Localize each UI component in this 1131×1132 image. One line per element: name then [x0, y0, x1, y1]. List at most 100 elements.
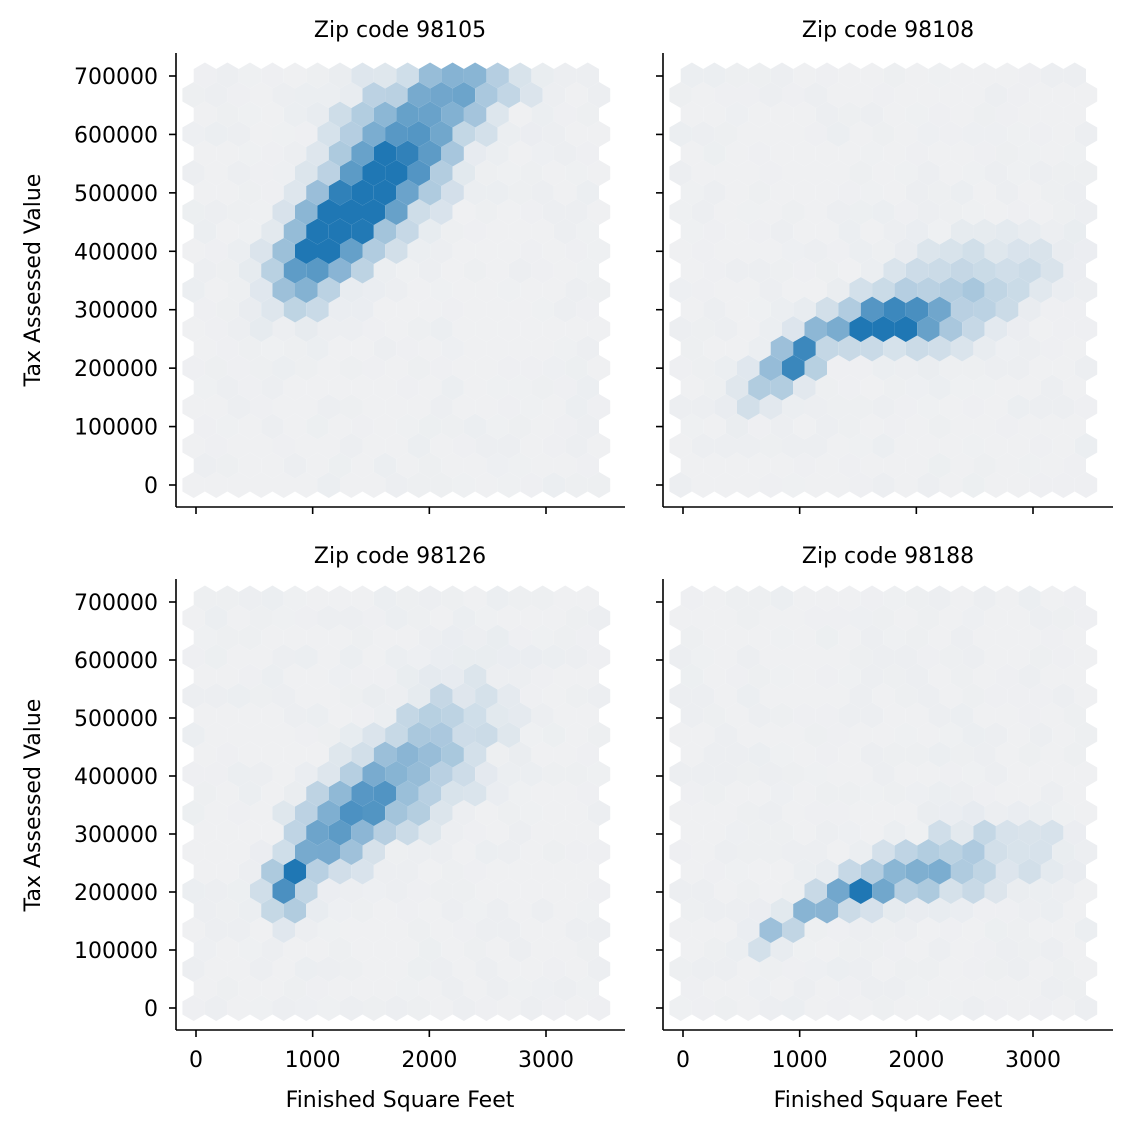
- hex-cell: [295, 394, 318, 420]
- hex-cell: [984, 394, 1008, 420]
- hex-cell: [1063, 663, 1086, 690]
- hex-cell: [587, 995, 611, 1021]
- hex-cell: [486, 257, 509, 284]
- hex-cell: [770, 179, 794, 206]
- hex-cell: [939, 82, 963, 108]
- hex-cell: [770, 101, 794, 128]
- hex-cell: [441, 296, 464, 323]
- hex-cell: [351, 62, 374, 89]
- hex-cell: [1040, 858, 1064, 885]
- hex-cell: [838, 780, 861, 807]
- hex-cell: [396, 897, 419, 924]
- hex-cell: [283, 101, 307, 128]
- hex-cell: [883, 702, 906, 729]
- hex-cell: [950, 975, 974, 1002]
- hex-cell: [973, 975, 996, 1002]
- hex-cell: [748, 296, 771, 323]
- hex-cell: [815, 62, 839, 89]
- hex-cell: [418, 585, 442, 612]
- hex-cell: [804, 160, 827, 186]
- hex-cell: [452, 722, 476, 748]
- hex-cell: [872, 605, 895, 631]
- hex-cell: [204, 199, 228, 225]
- hex-cell: [804, 761, 827, 787]
- hex-cell: [793, 819, 816, 846]
- hex-cell: [182, 316, 205, 342]
- hex-cell: [430, 956, 453, 982]
- hex-cell: [680, 780, 704, 807]
- hex-cell: [328, 585, 352, 612]
- hex-cell: [328, 413, 352, 440]
- hex-cell: [463, 218, 487, 245]
- hex-cell: [770, 140, 794, 167]
- hex-cell: [883, 218, 906, 245]
- hex-cell: [849, 956, 873, 982]
- hex-cell: [576, 62, 599, 89]
- hex-cell: [385, 722, 408, 748]
- hex-cell: [939, 433, 963, 459]
- hex-cell: [565, 995, 588, 1021]
- hex-cell: [193, 663, 217, 690]
- hex-cell: [827, 121, 850, 147]
- hex-cell: [1074, 722, 1098, 748]
- hex-cell: [1007, 878, 1030, 904]
- hex-cell: [680, 702, 704, 729]
- hex-cell: [748, 140, 771, 167]
- hex-cell: [894, 878, 918, 904]
- hex-cell: [407, 394, 431, 420]
- hex-cell: [283, 296, 307, 323]
- hex-cell: [396, 296, 419, 323]
- hex-cell: [691, 472, 715, 498]
- hex-cell: [520, 433, 543, 459]
- hex-cell: [520, 160, 543, 186]
- hex-cell: [737, 277, 760, 303]
- hex-cell: [497, 839, 521, 865]
- hex-cell: [691, 277, 715, 303]
- hex-cell: [759, 82, 782, 108]
- hex-cell: [204, 878, 228, 904]
- hex-cell: [328, 374, 352, 401]
- hex-cell: [565, 433, 588, 459]
- hex-cell: [928, 335, 951, 362]
- hex-cell: [962, 839, 985, 865]
- hex-cell: [1018, 975, 1041, 1002]
- hex-cell: [928, 975, 951, 1002]
- hex-cell: [272, 472, 295, 498]
- hex-cell: [770, 413, 794, 440]
- hex-cell: [576, 257, 599, 284]
- hex-cell: [565, 316, 588, 342]
- hex-cell: [928, 179, 951, 206]
- hex-cell: [283, 179, 307, 206]
- hex-cell: [725, 975, 749, 1002]
- hex-cell: [804, 683, 827, 709]
- hex-cell: [838, 585, 861, 612]
- hex-cell: [565, 238, 588, 264]
- hex-cell: [441, 101, 464, 128]
- hex-cell: [1029, 839, 1053, 865]
- hex-cell: [995, 585, 1019, 612]
- hex-cell: [905, 663, 929, 690]
- hex-cell: [1040, 218, 1064, 245]
- hex-cell: [542, 839, 566, 865]
- hex-cell: [872, 355, 895, 381]
- hex-cell: [250, 160, 273, 186]
- hex-cell: [576, 413, 599, 440]
- hex-cell: [216, 413, 239, 440]
- hex-cell: [587, 644, 611, 670]
- hex-cell: [565, 839, 588, 865]
- hex-cell: [782, 722, 805, 748]
- hex-cell: [703, 257, 726, 284]
- hex-cell: [1018, 741, 1041, 768]
- hex-cell: [508, 975, 532, 1002]
- hex-cell: [340, 605, 363, 631]
- hex-cell: [452, 839, 476, 865]
- hex-cell: [939, 605, 963, 631]
- hex-cell: [418, 663, 442, 690]
- hex-cell: [838, 101, 861, 128]
- hex-cell: [373, 101, 397, 128]
- hex-cell: [182, 839, 205, 865]
- hex-cell: [759, 644, 782, 670]
- hex-cell: [565, 800, 588, 826]
- hex-cell: [928, 702, 951, 729]
- hex-cell: [216, 663, 239, 690]
